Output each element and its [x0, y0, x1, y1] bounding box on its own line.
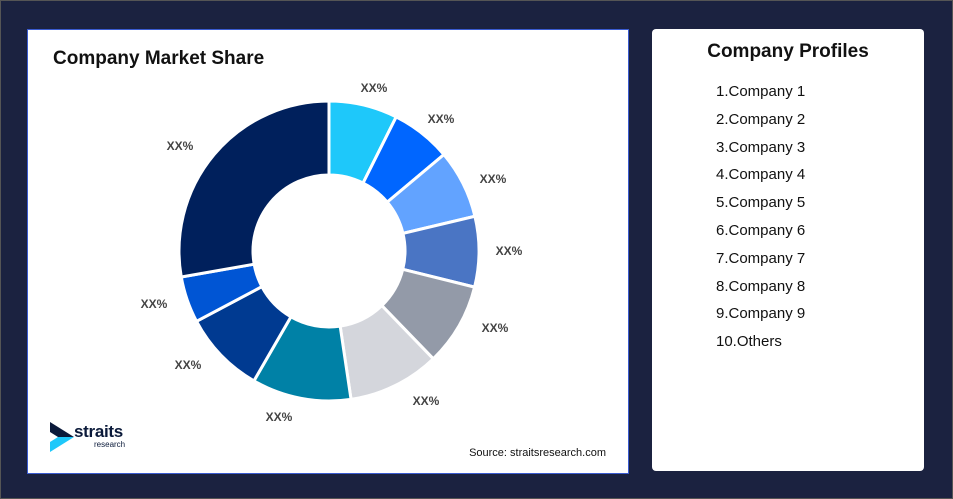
chart-card: Company Market Share XX% XX% XX% XX% XX% XX% X…	[27, 29, 629, 474]
profile-item: 2.Company 2	[716, 110, 806, 128]
data-label-5: XX%	[481, 321, 509, 335]
data-label-4: XX%	[495, 244, 523, 258]
donut-chart	[177, 99, 481, 403]
profiles-title: Company Profiles	[707, 41, 869, 62]
profile-item: 5.Company 5	[716, 194, 806, 212]
profiles-list: 1.Company 1 2.Company 2 3.Company 3 4.Co…	[716, 82, 805, 360]
profile-item: 10.Others	[716, 333, 782, 351]
profile-item: 9.Company 9	[716, 305, 806, 323]
profile-item: 7.Company 7	[716, 249, 806, 267]
company-profiles-card: Company Profiles 1.Company 1 2.Company 2…	[652, 29, 924, 471]
profile-item: 3.Company 3	[716, 138, 806, 156]
logo-word-research: research	[94, 440, 126, 449]
logo-arrow-icon	[50, 422, 74, 452]
data-label-6: XX%	[412, 394, 440, 408]
data-label-3: XX%	[479, 172, 507, 186]
data-label-1: XX%	[360, 81, 388, 95]
data-label-7: XX%	[265, 410, 293, 424]
straits-research-logo: straits research	[48, 422, 138, 452]
logo-word-straits: straits	[74, 422, 123, 441]
profile-item: 8.Company 8	[716, 277, 806, 295]
donut-segment-10	[177, 99, 331, 279]
profile-item: 4.Company 4	[716, 166, 806, 184]
data-label-10: XX%	[166, 139, 194, 153]
data-label-9: XX%	[140, 297, 168, 311]
profile-item: 1.Company 1	[716, 83, 806, 100]
data-label-2: XX%	[427, 112, 455, 126]
chart-title: Company Market Share	[53, 48, 265, 69]
data-label-8: XX%	[174, 358, 202, 372]
profile-item: 6.Company 6	[716, 221, 806, 239]
source-text: Source: straitsresearch.com	[469, 447, 606, 459]
